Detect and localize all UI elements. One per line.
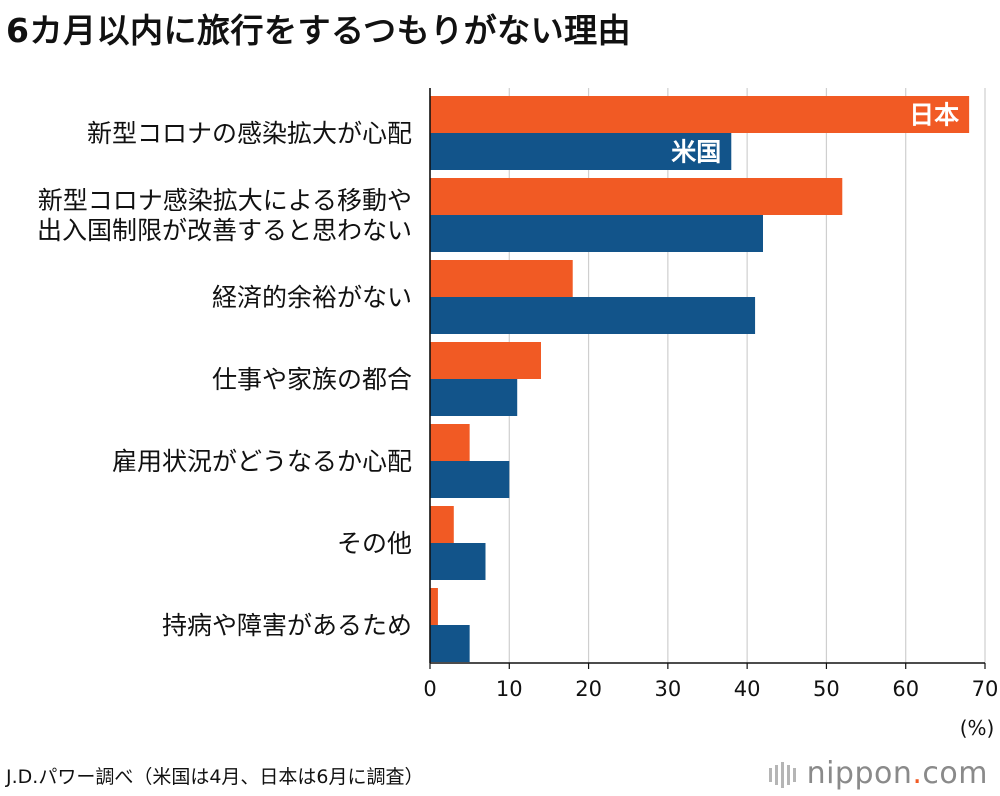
x-tick-label: 30	[654, 677, 681, 701]
bar	[430, 215, 763, 252]
source-note: J.D.パワー調べ（米国は4月、日本は6月に調査）	[6, 766, 424, 788]
category-label: 雇用状況がどうなるか心配	[112, 447, 412, 476]
category-label: 仕事や家族の都合	[212, 365, 412, 394]
x-tick-label: 40	[734, 677, 761, 701]
brand-logo: nippon.com	[767, 756, 988, 791]
brand-name: nippon	[806, 756, 913, 791]
x-tick-label: 70	[972, 677, 999, 701]
x-unit-label: (%)	[960, 716, 995, 740]
bar	[430, 588, 438, 625]
brand-dot: .	[912, 756, 923, 791]
category-label: 新型コロナの感染拡大が心配	[87, 119, 412, 148]
category-label: 経済的余裕がない	[212, 283, 412, 312]
category-label: 持病や障害があるため	[162, 611, 412, 640]
bar	[430, 461, 510, 498]
category-labels: 新型コロナの感染拡大が心配新型コロナ感染拡大による移動や出入国制限が改善すると思…	[37, 119, 412, 640]
bar	[430, 424, 470, 461]
category-label: 新型コロナ感染拡大による移動や	[38, 186, 412, 215]
axes: 0 10 20 30 40 50 60 70 (%)	[423, 88, 998, 740]
bar	[430, 178, 843, 215]
x-tick-label: 60	[892, 677, 919, 701]
category-label: その他	[337, 529, 412, 558]
bar	[430, 96, 970, 133]
bar	[430, 133, 732, 170]
legend-label: 日本	[909, 101, 959, 130]
brand-suffix: com	[922, 756, 988, 791]
bar	[430, 297, 756, 334]
bar	[430, 625, 470, 662]
grid-lines	[508, 88, 986, 663]
chart-title: 6カ月以内に旅行をするつもりがない理由	[6, 11, 632, 50]
category-label: 出入国制限が改善すると思わない	[37, 216, 412, 245]
x-tick-label: 20	[575, 677, 602, 701]
bar	[430, 506, 454, 543]
x-tick-label: 0	[423, 677, 436, 701]
x-tick-label: 10	[496, 677, 523, 701]
bar	[430, 543, 486, 580]
legend-label: 米国	[671, 138, 721, 167]
x-tick-label: 50	[813, 677, 840, 701]
bar	[430, 379, 518, 416]
brand-bars-icon	[768, 761, 796, 788]
bar	[430, 260, 573, 297]
bar	[430, 342, 541, 379]
